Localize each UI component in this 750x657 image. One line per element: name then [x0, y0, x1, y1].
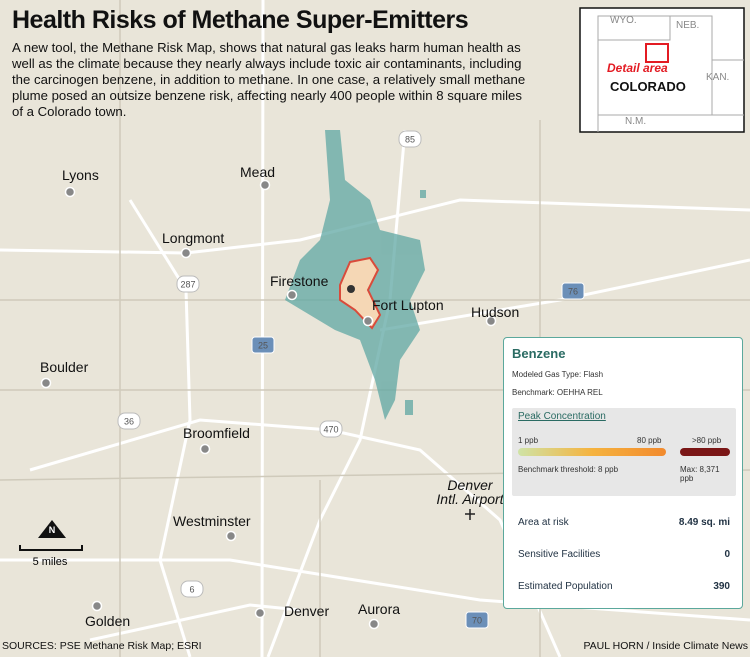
town-label: Hudson [471, 304, 519, 320]
description: A new tool, the Methane Risk Map, shows … [12, 40, 525, 120]
north-label: N [49, 525, 56, 535]
description-line: A new tool, the Methane Risk Map, shows … [12, 40, 521, 55]
concentration-box: Peak Concentration 1 ppb 80 ppb >80 ppb … [512, 408, 736, 496]
source-point [347, 285, 355, 293]
risk-area [339, 256, 382, 330]
stat-label: Sensitive Facilities [518, 549, 601, 560]
town-label: Fort Lupton [372, 297, 444, 313]
town-dot [286, 289, 298, 301]
town-dot [64, 186, 76, 198]
stat-label: Area at risk [518, 517, 569, 528]
credit: PAUL HORN / Inside Climate News [583, 640, 748, 652]
town-dot [40, 377, 52, 389]
map-shape [128, 199, 192, 657]
map-shape [260, 0, 265, 657]
highway-shield [251, 336, 275, 354]
airport-icon [465, 509, 475, 520]
map-shape: Lyons Mead Longmont Firestone Fort Lupton Hud… [40, 164, 519, 630]
town-dot [254, 607, 266, 619]
description-line: of a Colorado town. [12, 104, 127, 119]
map-shape [420, 190, 426, 198]
over-bar [680, 448, 730, 456]
map-shape [405, 400, 413, 415]
town-dot [259, 179, 271, 191]
highway-shield [180, 580, 204, 598]
town-dot [91, 600, 103, 612]
peak-label: Peak Concentration [518, 411, 606, 422]
gradient-bar [518, 448, 666, 456]
map-shape: 85 287 76 25 36 470 6 70 [117, 130, 585, 629]
inset-label: KAN. [706, 72, 729, 83]
info-panel: Benzene Modeled Gas Type: Flash Benchmar… [503, 337, 743, 609]
town-dot [180, 247, 192, 259]
map-shape [0, 558, 750, 622]
sources: SOURCES: PSE Methane Risk Map; ESRI [2, 640, 202, 652]
inset-label: WYO. [610, 15, 637, 26]
stat-value: 0 [724, 549, 730, 560]
town-label: Denver [284, 603, 329, 619]
stat-value: 390 [713, 581, 730, 592]
highway-shield [319, 420, 343, 438]
inset-label: N.M. [625, 116, 646, 127]
highway-label: 36 [124, 416, 134, 426]
town-label: Broomfield [183, 425, 250, 441]
highway-label: 6 [189, 584, 194, 594]
benchmark: Benchmark: OEHHA REL [512, 388, 603, 397]
highway-label: 76 [568, 286, 578, 296]
threshold: Benchmark threshold: 8 ppb [518, 465, 619, 474]
detail-label: Detail area [607, 61, 668, 75]
town-label: Firestone [270, 273, 329, 289]
description-line: plume posed an outsize benzene risk, aff… [12, 88, 522, 103]
north-arrow [38, 520, 66, 538]
gas-type: Modeled Gas Type: Flash [512, 370, 604, 379]
airport-label: Intl. Airport [436, 491, 504, 507]
town-dot [485, 315, 497, 327]
scale-min: 1 ppb [518, 436, 539, 445]
highway-shield [117, 412, 141, 430]
town-dot [362, 315, 374, 327]
highway-label: 70 [472, 615, 482, 625]
scale-mid: 80 ppb [637, 436, 662, 445]
stat-label: Estimated Population [518, 581, 613, 592]
highway-shield [176, 275, 200, 293]
description-line: well as the climate because they nearly … [12, 56, 522, 71]
town-label: Golden [85, 613, 130, 629]
map-shape [0, 198, 750, 255]
highway-shield [561, 282, 585, 300]
highway-shield [398, 130, 422, 148]
description-line: the carcinogen benzene, in addition to m… [12, 72, 526, 87]
scale-label: 5 miles [33, 556, 68, 568]
highway-label: 25 [258, 340, 268, 350]
inset-label: NEB. [676, 20, 699, 31]
town-label: Lyons [62, 167, 99, 183]
highway-label: 85 [405, 134, 415, 144]
panel-title: Benzene [512, 346, 566, 361]
town-dot [199, 443, 211, 455]
town-label: Mead [240, 164, 275, 180]
highway-label: 470 [323, 424, 338, 434]
town-label: Westminster [173, 513, 251, 529]
stat-value: 8.49 sq. mi [678, 517, 730, 528]
town-dot [368, 618, 380, 630]
stat-row: Area at risk 8.49 sq. mi [518, 517, 730, 528]
scale-bar [19, 545, 83, 551]
detail-box [645, 43, 669, 63]
map-shape [597, 16, 744, 132]
town-label: Boulder [40, 359, 89, 375]
town-label: Longmont [162, 230, 224, 246]
stat-row: Sensitive Facilities 0 [518, 549, 730, 560]
max-value: Max: 8,371 ppb [680, 465, 720, 483]
state-label: COLORADO [610, 79, 686, 94]
town-label: Aurora [358, 601, 400, 617]
highway-shield [465, 611, 489, 629]
stat-row: Estimated Population 390 [518, 581, 730, 592]
scale-max: >80 ppb [692, 436, 722, 445]
airport-label: Denver [447, 477, 493, 493]
town-dot [225, 530, 237, 542]
map-shape [89, 603, 301, 642]
title: Health Risks of Methane Super-Emitters [12, 6, 469, 34]
highway-label: 287 [180, 279, 195, 289]
